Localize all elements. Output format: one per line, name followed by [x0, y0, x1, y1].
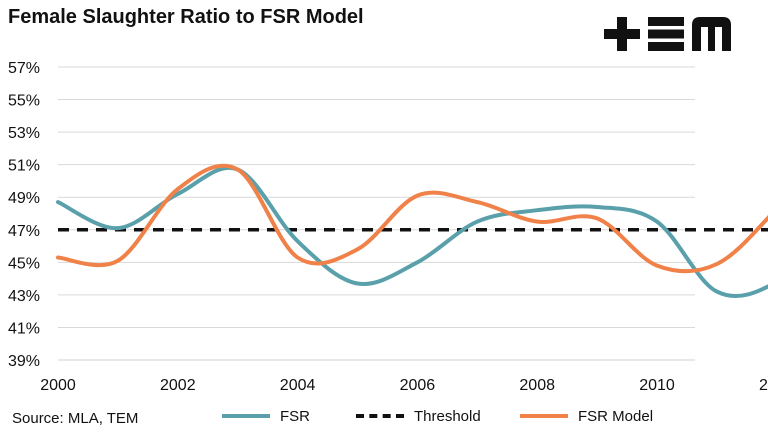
- legend-item-fsr: FSR: [222, 405, 310, 427]
- x-axis-ticks: 2000200220042006200820102012201420162018…: [40, 377, 768, 394]
- legend-swatch-threshold: [356, 414, 404, 418]
- series-lines: [56, 163, 768, 299]
- series-line-fsr: [56, 165, 768, 299]
- x-tick-label: 2012: [759, 377, 768, 394]
- legend-swatch-fsr-model: [520, 414, 568, 418]
- y-axis-ticks: 39% 41% 43% 45% 47% 49% 51% 53% 55% 57%: [8, 60, 40, 370]
- y-tick-label: 39%: [8, 353, 40, 370]
- y-tick-label: 51%: [8, 158, 40, 175]
- x-tick-label: 2008: [519, 377, 555, 394]
- x-tick-label: 2000: [40, 377, 76, 394]
- legend-item-fsr-model: FSR Model: [520, 405, 653, 427]
- y-tick-label: 43%: [8, 288, 40, 305]
- gridlines: [58, 66, 695, 328]
- source-note: Source: MLA, TEM: [12, 410, 139, 427]
- legend-label-fsr-model: FSR Model: [578, 407, 654, 425]
- x-tick-label: 2004: [280, 377, 316, 394]
- legend-item-threshold: Threshold: [356, 405, 481, 427]
- y-tick-label: 41%: [8, 320, 40, 337]
- y-tick-label: 47%: [8, 223, 40, 240]
- y-tick-label: 45%: [8, 255, 40, 272]
- y-tick-label: 53%: [8, 125, 40, 142]
- chart-title: Female Slaughter Ratio to FSR Model: [8, 6, 364, 28]
- y-tick-label: 57%: [8, 60, 40, 77]
- series-line-fsr-model: [56, 163, 768, 274]
- legend-swatch-fsr: [222, 414, 270, 418]
- y-tick-label: 55%: [8, 93, 40, 110]
- x-tick-label: 2002: [160, 377, 196, 394]
- legend-label-threshold: Threshold: [414, 407, 481, 425]
- y-tick-label: 49%: [8, 190, 40, 207]
- x-tick-label: 2006: [400, 377, 436, 394]
- legend-label-fsr: FSR: [280, 407, 310, 425]
- x-tick-label: 2010: [639, 377, 675, 394]
- tem-logo-icon: [604, 17, 731, 51]
